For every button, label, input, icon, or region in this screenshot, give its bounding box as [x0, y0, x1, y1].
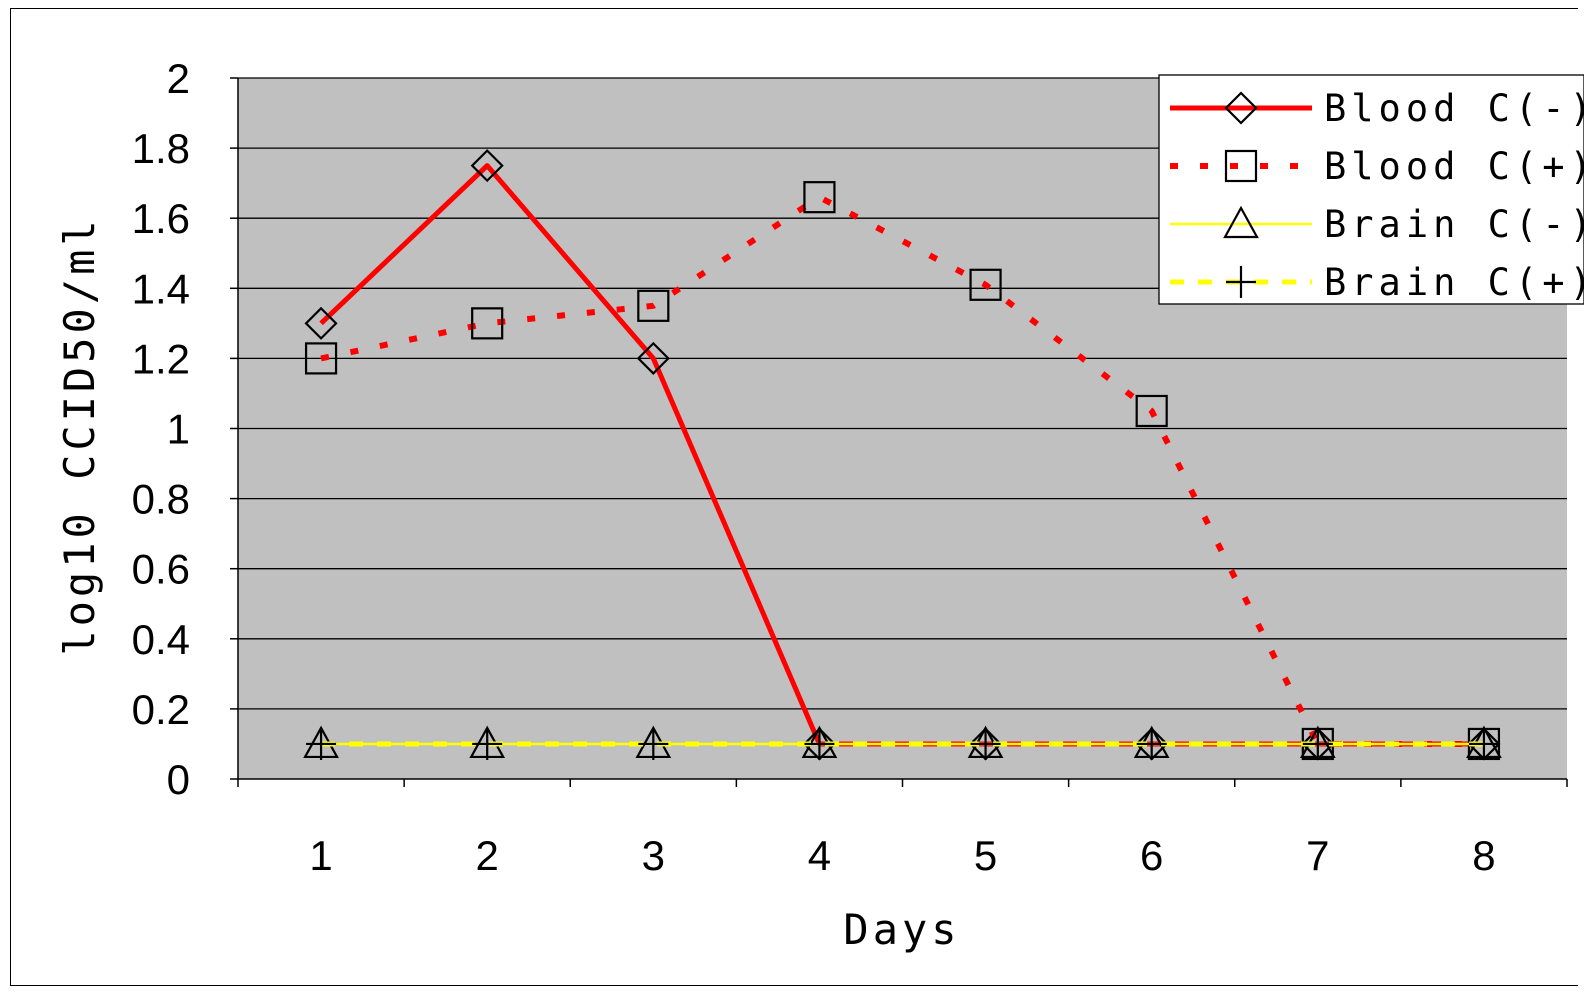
legend-label: Brain C(-) [1324, 203, 1584, 246]
legend-label: Blood C(+) [1324, 145, 1584, 188]
data-point-square [803, 181, 836, 214]
legend-label: Brain C(+) [1324, 261, 1584, 304]
x-tick-label: 5 [974, 832, 997, 879]
data-point-plus [472, 727, 503, 760]
data-point-square [1135, 394, 1168, 428]
y-tick-label: 2 [167, 55, 190, 102]
legend-marker-square [1224, 149, 1258, 183]
y-axis-title: log10 CCID50/ml [55, 216, 104, 655]
legend-marker-plus [1226, 266, 1256, 298]
y-tick-label: 1.6 [132, 195, 190, 242]
y-axis-ticks: 0 0.2 0.4 0.6 0.8 1 1.2 1.4 1.6 1.8 2 [132, 55, 238, 803]
y-tick-label: 0.8 [132, 476, 190, 523]
y-tick-label: 1 [167, 406, 190, 453]
data-point-diamond [636, 341, 670, 375]
data-point-diamond [470, 149, 504, 183]
data-point-square [969, 268, 1002, 301]
x-tick-label: 2 [476, 832, 499, 879]
x-tick-label: 6 [1140, 832, 1163, 879]
data-point-plus [1468, 727, 1499, 760]
data-point-plus [638, 727, 669, 760]
series-4 [306, 727, 1499, 760]
x-axis-ticks: 1 2 3 4 5 6 7 8 [237, 779, 1568, 879]
legend: Blood C(-) Blood C(+) Brain C(-) Brain C(+) [1158, 74, 1584, 305]
y-tick-label: 1.2 [132, 335, 190, 382]
y-tick-label: 0.4 [132, 616, 190, 663]
x-axis-title: Days [843, 905, 960, 954]
y-tick-label: 0.6 [132, 546, 190, 593]
x-tick-label: 1 [309, 832, 332, 879]
y-tick-label: 1.4 [132, 265, 190, 312]
y-tick-label: 0 [167, 756, 190, 803]
data-point-plus [804, 727, 835, 760]
x-tick-label: 3 [642, 832, 665, 879]
legend-marker-diamond [1224, 91, 1258, 125]
data-point-plus [1136, 727, 1167, 760]
x-tick-label: 7 [1306, 832, 1329, 879]
data-point-plus [1302, 727, 1333, 760]
y-tick-label: 0.2 [132, 686, 190, 733]
legend-marker-triangle [1223, 205, 1259, 239]
data-point-diamond [304, 306, 338, 340]
x-tick-label: 8 [1472, 832, 1495, 879]
legend-label: Blood C(-) [1324, 87, 1584, 130]
y-tick-label: 1.8 [132, 125, 190, 172]
data-point-plus [306, 727, 337, 760]
data-point-square [304, 342, 338, 375]
data-point-square [471, 307, 504, 340]
data-point-square [637, 289, 670, 322]
data-point-plus [970, 727, 1001, 760]
x-tick-label: 4 [808, 832, 831, 879]
series-group [303, 149, 1502, 761]
